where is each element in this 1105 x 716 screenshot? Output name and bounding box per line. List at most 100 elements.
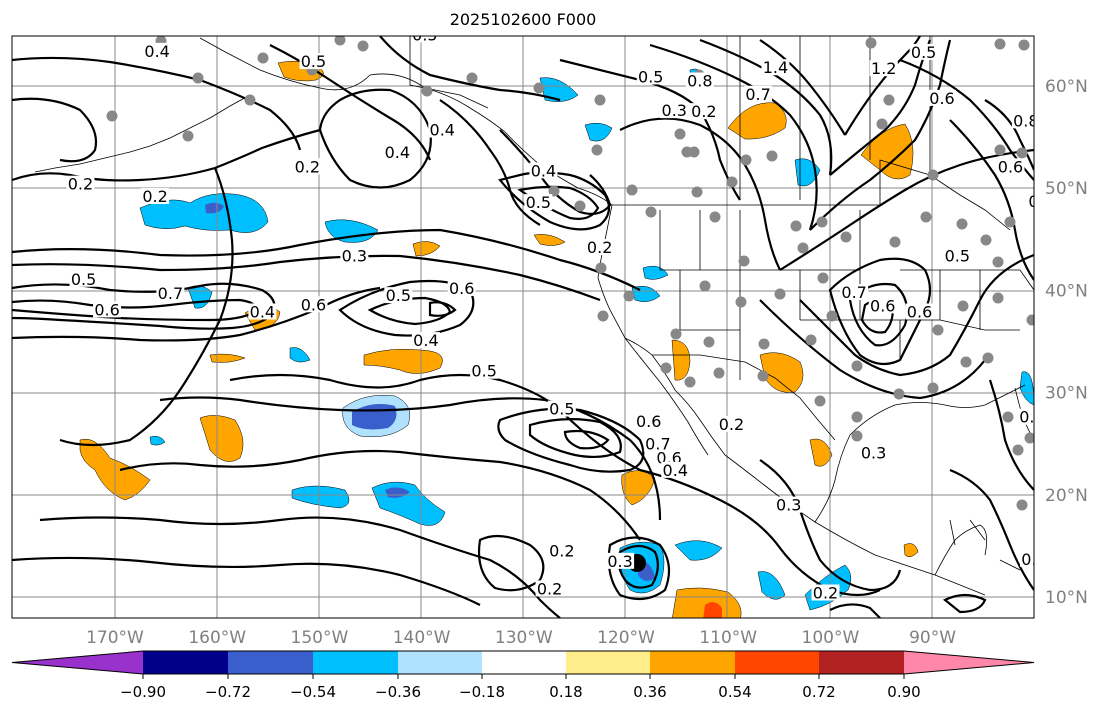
contour-line (984, 99, 1034, 171)
contour-line (942, 593, 987, 614)
contour-label-background (143, 42, 172, 59)
shaded-region-blue (289, 347, 311, 363)
contour-label: 0.5 (638, 67, 663, 86)
colorbar-segment (566, 651, 650, 674)
contour-line (159, 396, 662, 521)
station-dot (726, 176, 738, 188)
contour-label: 0.7 (158, 284, 183, 303)
station-dot (106, 110, 118, 122)
contour-label-background (660, 102, 689, 119)
contour-label-background (840, 284, 869, 301)
station-dot (889, 236, 901, 248)
station-dot (1004, 216, 1016, 228)
station-dot (920, 211, 932, 223)
colorbar-extend-high (904, 651, 1034, 674)
station-dot (1024, 432, 1034, 444)
coastline-alaska (199, 37, 613, 206)
contour-label-background (634, 412, 663, 429)
colorbar-tick-label: 0.54 (718, 683, 751, 701)
station-dot (684, 376, 696, 388)
latitude-label: 40°N (1045, 281, 1088, 301)
contour-label: 0.2 (587, 238, 612, 257)
colorbar-tick-label: −0.18 (459, 683, 505, 701)
contour-line (809, 39, 952, 231)
contour-label: 0.5 (412, 26, 437, 45)
latitude-label: 30°N (1045, 384, 1088, 404)
shaded-region-blue (149, 435, 166, 446)
colorbar-segment (143, 651, 228, 674)
contour-label: 1.4 (763, 58, 788, 77)
contour-label-background (905, 303, 934, 320)
border-states-central (860, 269, 1034, 360)
contour-line (439, 99, 541, 226)
contour-line (649, 43, 818, 231)
station-dot (797, 242, 809, 254)
contour-label-background (293, 158, 322, 175)
colorbar-tick-label: 0.18 (549, 683, 582, 701)
shaded-region-blue (291, 485, 350, 509)
contour-label: 0.3 (861, 444, 886, 463)
longitude-label: 160°W (188, 628, 246, 648)
contour-label-background (661, 461, 690, 478)
contour-label-background (1017, 408, 1034, 425)
map-frame (11, 35, 1035, 619)
station-dot (192, 72, 204, 84)
contour-label: 0.2 (813, 584, 838, 603)
contour-label: 0.8 (687, 71, 712, 90)
contour-label: 0.6 (94, 300, 119, 319)
coastline-aleutians (34, 94, 251, 173)
contour-label-background (535, 580, 564, 597)
contour-line (988, 379, 1034, 491)
contour-label: 0.5 (549, 400, 574, 419)
colorbar-tick-label: 0.72 (802, 683, 835, 701)
shaded-region-orange (671, 339, 691, 381)
contour-label: 0.6 (870, 296, 895, 315)
map-content: 0.40.50.50.40.40.20.20.20.30.50.70.6 0.4 0… (12, 26, 1053, 618)
contour-label: 0.2 (691, 102, 716, 121)
contour-label-background (447, 279, 476, 296)
contour-line (428, 301, 457, 317)
contour-label: 0.3 (342, 246, 367, 265)
colorbar-extend-low (12, 651, 143, 674)
station-dot (927, 382, 939, 394)
shaded-region-orange (759, 352, 804, 393)
contour-label: 0.4 (663, 461, 688, 480)
contour-label: 0.2 (537, 579, 562, 598)
contour-label-background (383, 144, 412, 161)
contour-label: 0.6 (636, 412, 661, 431)
colorbar-segment (735, 651, 819, 674)
contour-label-background (685, 72, 714, 89)
station-dot (1018, 39, 1030, 51)
shaded-region-blue (139, 193, 269, 233)
contour-label-background (1027, 193, 1034, 210)
station-dot (817, 272, 829, 284)
contour-label-background (928, 89, 957, 106)
contour-label-background (428, 121, 457, 138)
station-dot (980, 234, 992, 246)
shaded-region-blue (324, 219, 379, 243)
contour-line (59, 167, 234, 447)
station-dot (594, 94, 606, 106)
contour-label: 0.4 (1028, 192, 1053, 211)
contour-line (799, 253, 1034, 377)
coastline-baja (624, 337, 709, 456)
contour-line (12, 228, 641, 291)
contour-label-background (811, 584, 840, 601)
station-dot (688, 146, 700, 158)
station-dot (932, 324, 944, 336)
station-dot (735, 296, 747, 308)
contour-line (829, 603, 881, 618)
shaded-region-red (703, 602, 722, 618)
colorbar-tick-label: 0.36 (633, 683, 666, 701)
contour-line (617, 544, 659, 589)
longitude-label: 100°W (802, 628, 860, 648)
station-dot (548, 185, 560, 197)
station-dot (670, 328, 682, 340)
contour-line (759, 459, 902, 592)
contour-line (949, 119, 1034, 281)
station-dot (992, 292, 1004, 304)
contour-line (848, 282, 909, 347)
station-dot (851, 430, 863, 442)
